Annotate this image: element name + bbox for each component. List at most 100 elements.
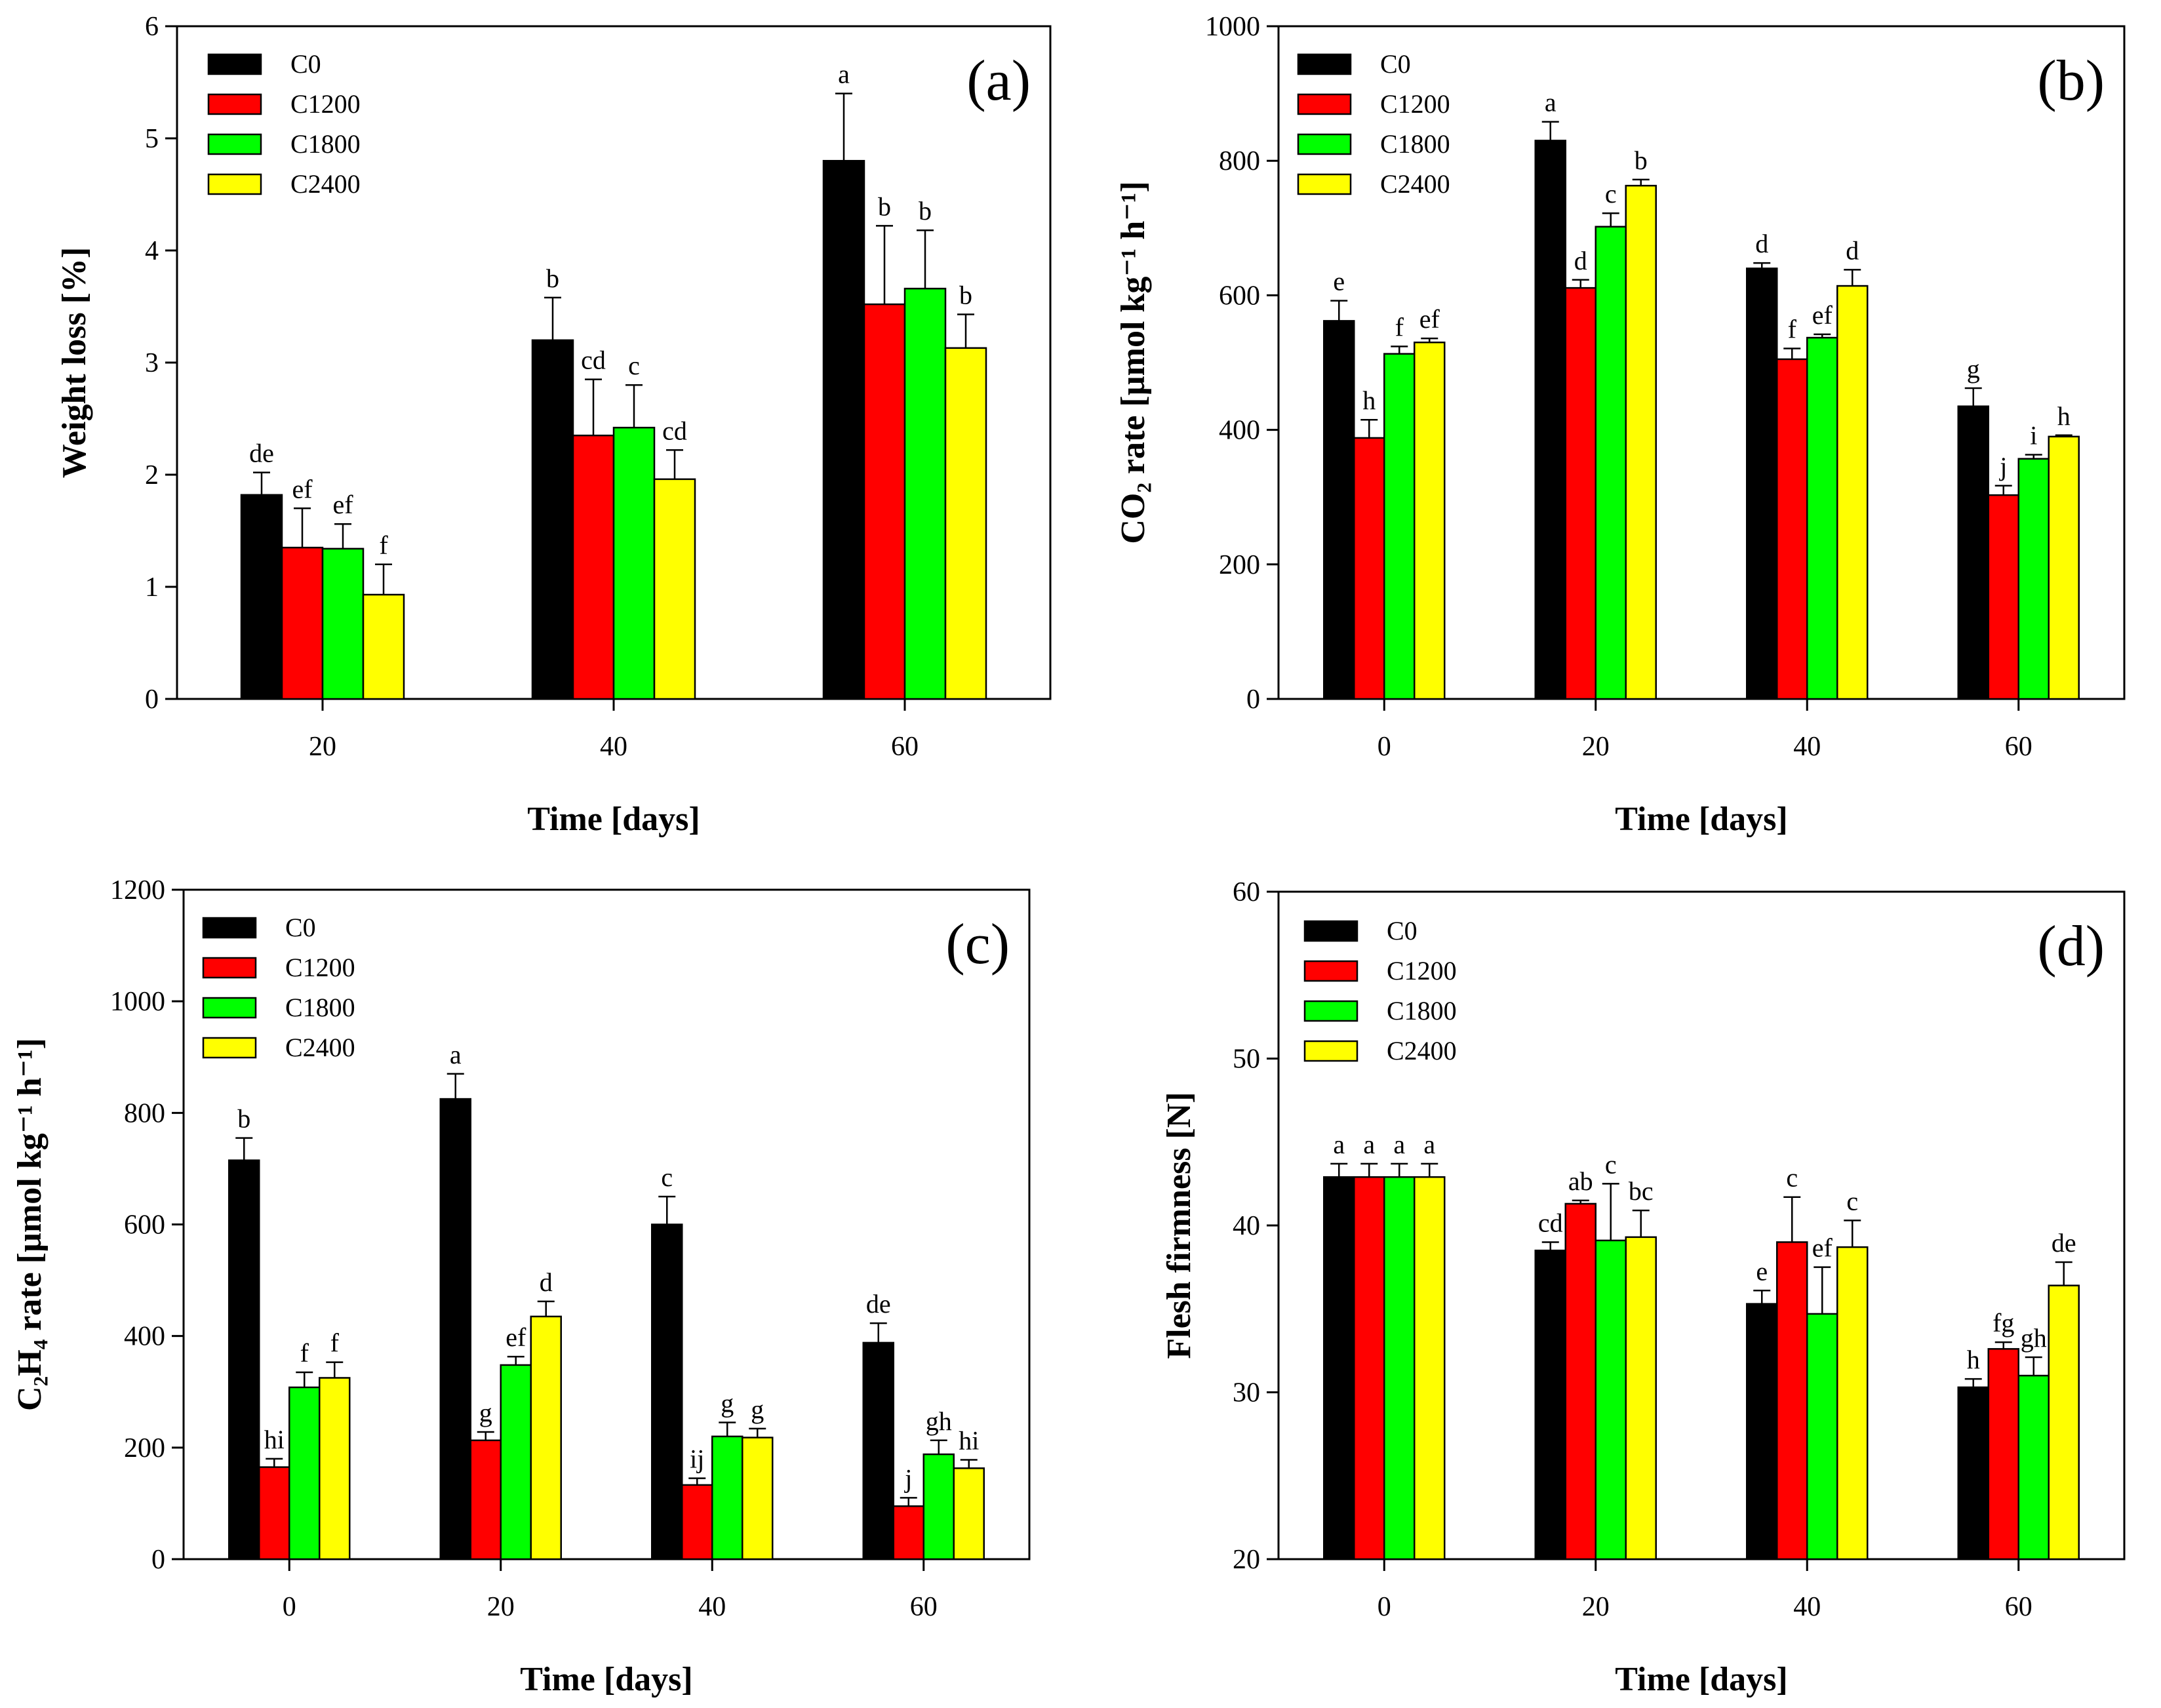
panel-d-xtick-label: 20 (1582, 1592, 1610, 1622)
panel-a-bar-c0 (531, 339, 574, 700)
panel-d-significance-letter: c (1605, 1149, 1617, 1179)
panel-c-xtick-label: 60 (910, 1592, 938, 1622)
panel-c-significance-letter: g (479, 1398, 492, 1427)
panel-c-panel-label: (c) (945, 913, 1010, 976)
panel-d-significance-letter: a (1423, 1130, 1435, 1159)
panel-d-significance-letter: fg (1992, 1308, 2014, 1338)
panel-c-legend-swatch-c1800 (202, 997, 257, 1019)
panel-c-bar-c1200 (258, 1466, 290, 1560)
panel-d-significance-letter: h (1967, 1345, 1980, 1374)
panel-b-chart: 0 200 400 600 800 1000 0 20 40 60 e a d g h d f j f c ef i ef b… (1115, 12, 2126, 838)
panel-c-bar-c2400 (953, 1467, 985, 1560)
panel-b-legend-swatch-c1800 (1297, 133, 1352, 155)
panel-c-ytick-label: 400 (124, 1322, 165, 1352)
panel-a-ytick-label: 6 (145, 12, 159, 42)
panel-b-significance-letter: d (1846, 235, 1859, 265)
panel-d-ytick-label: 30 (1233, 1378, 1260, 1408)
panel-b-significance-letter: h (2057, 401, 2071, 431)
panel-c-legend-swatch-c2400 (202, 1037, 257, 1059)
panel-d-significance-letter: e (1756, 1256, 1768, 1286)
panel-b-xtick-label: 20 (1582, 732, 1610, 762)
panel-b-legend-label-c2400: C2400 (1380, 169, 1450, 199)
panel-a-significance-letter: b (919, 196, 932, 226)
panel-d-legend-swatch-c1800 (1303, 1000, 1358, 1022)
panel-c-bar-c1800 (288, 1386, 321, 1560)
panel-b-bar-c2400 (2048, 435, 2080, 700)
panel-a-significance-letter: b (959, 280, 972, 309)
panel-d-significance-letter: bc (1629, 1176, 1654, 1206)
panel-c-significance-letter: c (661, 1162, 673, 1192)
panel-c-bar-c1200 (469, 1439, 502, 1560)
panel-b-bar-c2400 (1625, 184, 1657, 700)
panel-b-bar-c1800 (1806, 336, 1838, 700)
panel-a-ytick-label: 4 (145, 236, 159, 266)
panel-d-bar-c0 (1323, 1176, 1355, 1560)
panel-a-ytick-label: 5 (145, 124, 159, 154)
panel-d-legend-swatch-c1200 (1303, 960, 1358, 982)
panel-c-bar-c0 (228, 1159, 260, 1560)
panel-b-legend-swatch-c0 (1297, 53, 1352, 75)
panel-a-legend-swatch-c2400 (207, 173, 262, 195)
panel-c-significance-letter: g (721, 1389, 734, 1418)
panel-a-bar-c1800 (321, 547, 365, 700)
panel-a-bar-c1800 (612, 426, 656, 700)
panel-a-chart: 0 1 2 3 4 5 6 20 40 60 de b a ef cd b ef c b f cd b C0 C1200 C18… (56, 12, 1052, 838)
panel-b-significance-letter: d (1574, 246, 1587, 275)
panel-d-significance-letter: c (1846, 1186, 1858, 1216)
panel-b-significance-letter: e (1333, 267, 1345, 296)
panel-c-ytick-label: 1000 (110, 987, 165, 1017)
panel-b-y-axis-title: CO₂ rate [µmol kg⁻¹ h⁻¹] (1115, 181, 1152, 544)
panel-d-bar-c1200 (1353, 1176, 1385, 1560)
panel-c-significance-letter: g (751, 1395, 764, 1424)
panel-d-bar-c1800 (1806, 1313, 1838, 1560)
panel-a-legend-swatch-c1800 (207, 133, 262, 155)
panel-c-significance-letter: hi (959, 1426, 979, 1456)
panel-c-significance-letter: a (450, 1040, 462, 1069)
panel-c-bar-c1800 (711, 1435, 743, 1560)
panel-c-legend-swatch-c0 (202, 917, 257, 939)
panel-a-bar-c1200 (281, 546, 324, 700)
panel-a-bar-c2400 (362, 593, 405, 700)
panel-d-legend-label-c0: C0 (1387, 916, 1418, 945)
panel-a-bar-c0 (240, 494, 283, 700)
panel-d-significance-letter: gh (2021, 1323, 2047, 1353)
panel-a-significance-letter: cd (581, 346, 606, 375)
panel-a-bar-c2400 (653, 478, 696, 700)
panel-b-significance-letter: f (1395, 312, 1404, 342)
panel-a-legend-label-c1800: C1800 (290, 129, 361, 159)
panel-b-bar-c0 (1957, 405, 1989, 700)
panel-d-bar-c0 (1534, 1249, 1566, 1560)
panel-a-significance-letter: f (379, 530, 388, 560)
panel-d-ytick-label: 50 (1233, 1044, 1260, 1075)
panel-c-xtick-label: 20 (487, 1592, 515, 1622)
panel-b-bar-c0 (1534, 140, 1566, 700)
panel-c-legend-swatch-c1200 (202, 957, 257, 979)
panel-c-legend-label-c1800: C1800 (285, 993, 355, 1022)
panel-c-ytick-label: 0 (151, 1545, 165, 1575)
panel-b-bar-c1200 (1564, 287, 1596, 700)
panel-b-significance-letter: h (1362, 386, 1376, 415)
panel-d-legend-label-c1800: C1800 (1387, 996, 1457, 1025)
panel-a-legend-label-c2400: C2400 (290, 169, 361, 199)
panel-c-bar-c1200 (681, 1484, 713, 1560)
panel-c-significance-letter: ij (690, 1444, 704, 1474)
panel-d-bar-c2400 (2048, 1284, 2080, 1560)
panel-b-significance-letter: i (2030, 421, 2037, 450)
panel-b-plot-frame (1277, 25, 2126, 700)
panel-b-significance-letter: j (1998, 452, 2007, 481)
panel-d-x-axis-title: Time [days] (1615, 1661, 1787, 1698)
panel-b-ytick-label: 200 (1219, 550, 1260, 580)
panel-d-bar-c0 (1957, 1386, 1989, 1560)
panel-b-bar-c0 (1746, 268, 1778, 700)
panel-c-x-axis-title: Time [days] (520, 1661, 692, 1698)
panel-b-xtick-label: 0 (1378, 732, 1391, 762)
panel-c-xtick-label: 40 (698, 1592, 726, 1622)
panel-d-xtick-label: 0 (1378, 1592, 1391, 1622)
panel-d-legend-label-c2400: C2400 (1387, 1036, 1457, 1065)
panel-d-legend-swatch-c2400 (1303, 1040, 1358, 1062)
panel-d-bar-c2400 (1836, 1246, 1869, 1560)
panel-d-bar-c1200 (1987, 1348, 2019, 1560)
panel-b-ytick-label: 600 (1219, 281, 1260, 311)
panel-b-bar-c1200 (1776, 358, 1808, 700)
